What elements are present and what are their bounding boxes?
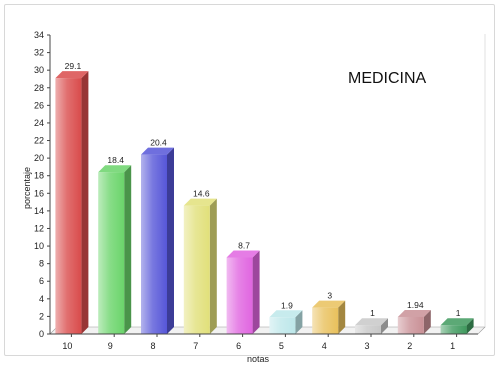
bar-top bbox=[269, 310, 303, 318]
bar-value-label: 1 bbox=[456, 308, 461, 318]
bar-front bbox=[141, 154, 167, 334]
y-tick-label: 20 bbox=[34, 153, 44, 163]
bar-3 bbox=[355, 318, 388, 334]
bar-value-label: 3 bbox=[327, 291, 332, 301]
bar-top bbox=[98, 165, 132, 173]
x-tick-label: 8 bbox=[150, 341, 155, 351]
bar-front bbox=[269, 317, 296, 334]
y-tick-label: 4 bbox=[39, 294, 44, 304]
x-tick-label: 6 bbox=[236, 341, 241, 351]
bar-side bbox=[423, 309, 431, 334]
x-axis-title: notas bbox=[247, 354, 270, 364]
y-tick-label: 18 bbox=[34, 171, 44, 181]
bar-side bbox=[167, 147, 174, 334]
bar-front bbox=[355, 325, 381, 334]
bar-value-label: 1.9 bbox=[281, 300, 293, 310]
bar-top bbox=[397, 309, 431, 317]
y-tick-label: 22 bbox=[34, 136, 44, 146]
y-tick-label: 26 bbox=[34, 100, 44, 110]
y-tick-label: 16 bbox=[34, 188, 44, 198]
bar-8 bbox=[141, 147, 174, 334]
bar-value-label: 8.7 bbox=[238, 240, 250, 250]
x-tick-label: 4 bbox=[322, 341, 327, 351]
bar-top bbox=[355, 318, 388, 326]
bar-value-label: 1 bbox=[370, 308, 375, 318]
bar-front bbox=[98, 172, 125, 334]
bar-side bbox=[81, 71, 89, 334]
chart-title: MEDICINA bbox=[348, 70, 427, 87]
bar-value-label: 14.6 bbox=[193, 189, 210, 199]
bar-4 bbox=[312, 300, 346, 334]
y-axis-title: porcentaje bbox=[22, 167, 32, 209]
bar-value-label: 1.94 bbox=[407, 300, 424, 310]
y-tick-label: 2 bbox=[39, 311, 44, 321]
y-tick-label: 32 bbox=[34, 48, 44, 58]
bar-top bbox=[312, 300, 346, 308]
bar-value-label: 29.1 bbox=[65, 61, 82, 71]
bar-value-label: 20.4 bbox=[150, 138, 167, 148]
bar-top bbox=[55, 71, 89, 79]
bar-front bbox=[183, 205, 210, 334]
y-tick-label: 8 bbox=[39, 259, 44, 269]
y-tick-label: 14 bbox=[34, 206, 44, 216]
bar-front bbox=[312, 307, 339, 334]
y-tick-label: 0 bbox=[39, 329, 44, 339]
bar-side bbox=[252, 250, 260, 334]
bar-top bbox=[226, 250, 260, 258]
y-tick-label: 6 bbox=[39, 276, 44, 286]
y-tick-label: 30 bbox=[34, 65, 44, 75]
bar-side bbox=[338, 300, 346, 334]
bar-front bbox=[55, 78, 82, 334]
bar-10 bbox=[55, 71, 89, 334]
bar-top bbox=[141, 147, 174, 155]
bar-side bbox=[295, 310, 303, 334]
bar-9 bbox=[98, 165, 132, 334]
bar-1 bbox=[440, 318, 474, 334]
x-tick-label: 2 bbox=[407, 341, 412, 351]
bar-2 bbox=[397, 309, 431, 334]
bar-5 bbox=[269, 310, 303, 334]
x-tick-label: 5 bbox=[279, 341, 284, 351]
bar-side bbox=[466, 318, 474, 334]
x-tick-label: 1 bbox=[450, 341, 455, 351]
x-tick-label: 9 bbox=[108, 341, 113, 351]
y-tick-label: 28 bbox=[34, 83, 44, 93]
x-tick-label: 3 bbox=[364, 341, 369, 351]
bar-value-label: 18.4 bbox=[107, 155, 124, 165]
bar-front bbox=[226, 257, 253, 334]
bar-7 bbox=[183, 198, 217, 334]
bar-front bbox=[440, 325, 467, 334]
x-tick-label: 10 bbox=[62, 341, 72, 351]
bar-side bbox=[381, 318, 388, 334]
y-tick-label: 10 bbox=[34, 241, 44, 251]
bar-6 bbox=[226, 250, 260, 334]
bar-top bbox=[183, 198, 217, 206]
bar-side bbox=[124, 165, 132, 334]
bar-front bbox=[397, 316, 424, 334]
y-tick-label: 24 bbox=[34, 118, 44, 128]
bar-top bbox=[440, 318, 474, 326]
y-tick-label: 34 bbox=[34, 30, 44, 40]
bar-side bbox=[209, 198, 217, 334]
y-tick-label: 12 bbox=[34, 223, 44, 233]
x-tick-label: 7 bbox=[193, 341, 198, 351]
